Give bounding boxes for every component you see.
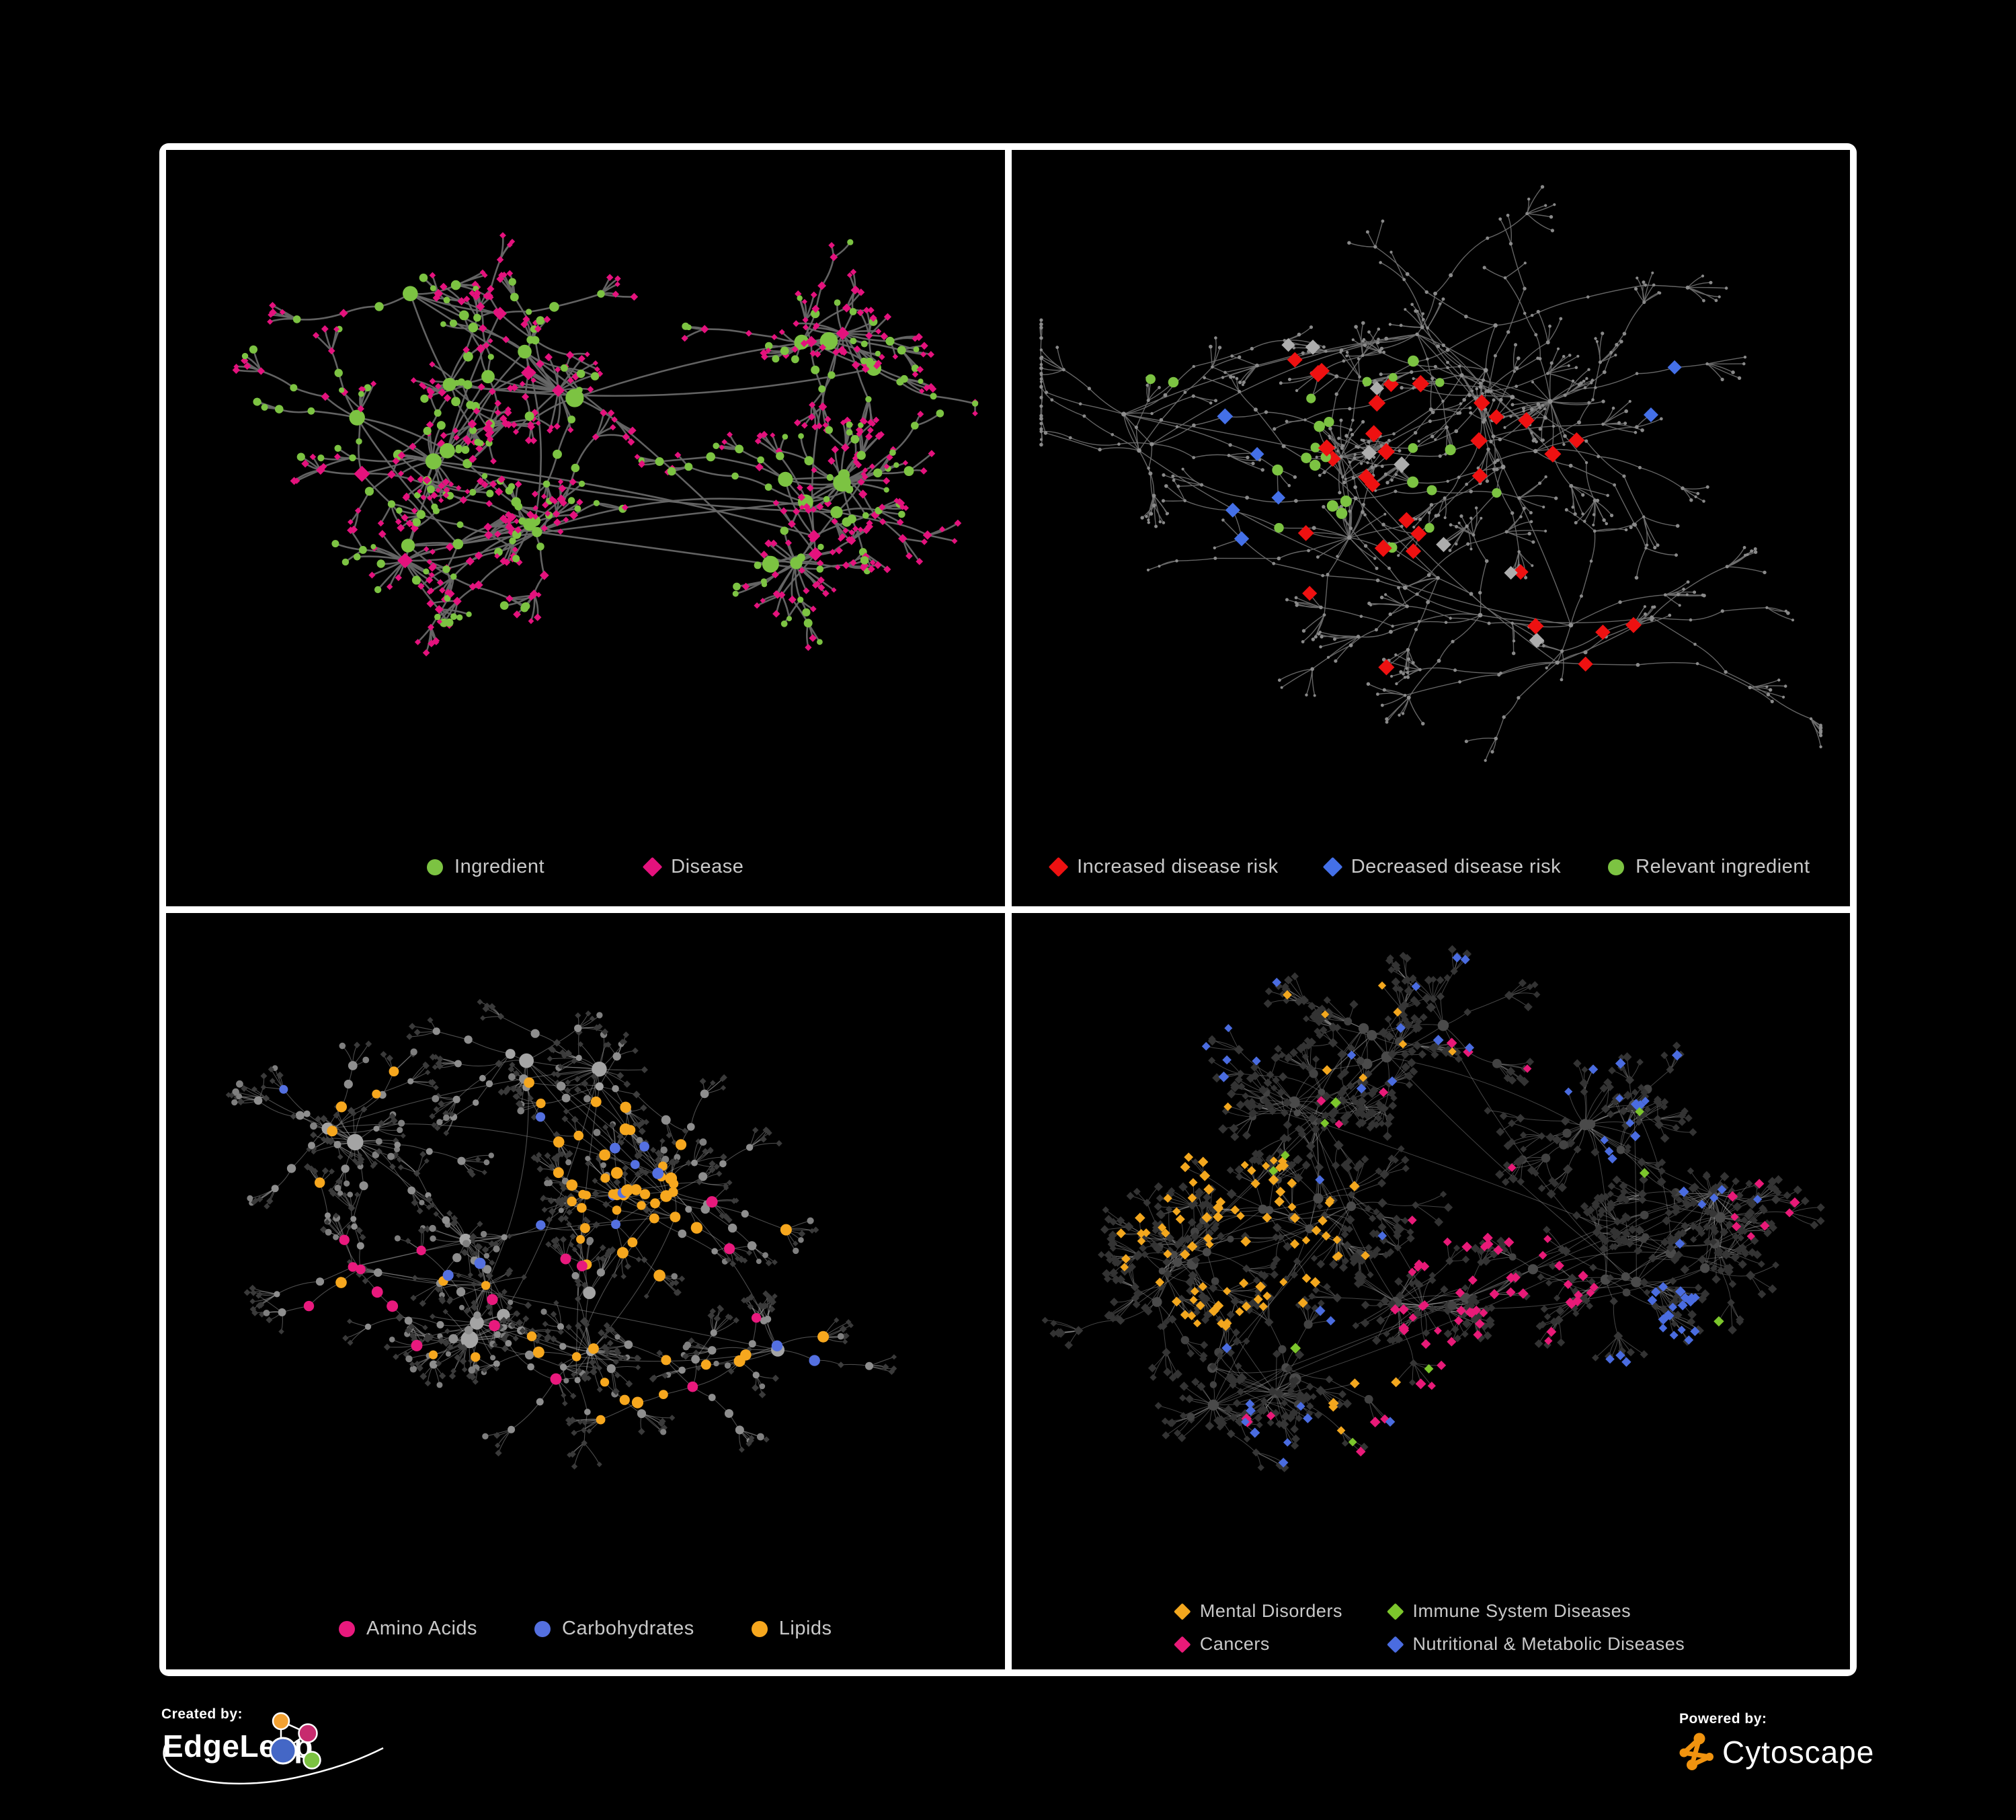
highlight-nodes-layer xyxy=(1145,338,1682,676)
legend-circle-icon xyxy=(751,1620,768,1637)
legend-label: Increased disease risk xyxy=(1077,856,1279,877)
edges-layer xyxy=(1044,949,1821,1468)
legend-item: Mental Disorders xyxy=(1174,1601,1342,1622)
legend-circle-icon xyxy=(1608,859,1625,875)
legend-label: Disease xyxy=(671,856,744,877)
nodes-layer xyxy=(1039,185,1822,762)
legend-label: Decreased disease risk xyxy=(1350,856,1562,877)
legend-label: Immune System Diseases xyxy=(1412,1601,1631,1621)
panel-legend: Increased disease risk Decreased disease … xyxy=(1012,856,1851,878)
cytoscape-wordmark: Cytoscape xyxy=(1722,1735,1875,1770)
nodes-layer xyxy=(232,232,979,657)
panel-legend: Ingredient Disease xyxy=(166,856,1005,878)
legend-diamond-icon xyxy=(1174,1636,1191,1653)
panel-legend: Amino Acids Carbohydrates Lipids xyxy=(166,1618,1005,1640)
legend-item: Lipids xyxy=(751,1618,832,1640)
edgeleap-credit: Created by: EdgeLeap xyxy=(161,1706,444,1814)
legend-circle-icon xyxy=(534,1620,551,1637)
legend-item: Carbohydrates xyxy=(534,1618,694,1640)
legend-diamond-icon xyxy=(1387,1603,1404,1620)
legend-label: Cancers xyxy=(1199,1634,1270,1654)
cytoscape-credit: Powered by: Cytoscape xyxy=(1679,1711,1962,1805)
edges-layer xyxy=(235,234,976,654)
panel-ingredient-disease: Ingredient Disease xyxy=(166,150,1005,906)
network-graph xyxy=(1041,945,1825,1472)
legend-label: Nutritional & Metabolic Diseases xyxy=(1412,1634,1685,1654)
legend-label: Lipids xyxy=(778,1618,832,1639)
legend-label: Carbohydrates xyxy=(562,1618,694,1639)
highlight-nodes-layer xyxy=(279,1066,830,1425)
edgeleap-logo-icon xyxy=(163,1712,384,1785)
panel-disease-risk: Increased disease risk Decreased disease … xyxy=(1011,150,1851,906)
legend-circle-icon xyxy=(338,1620,355,1637)
legend-diamond-icon xyxy=(1048,857,1069,877)
legend-item: Nutritional & Metabolic Diseases xyxy=(1387,1634,1685,1655)
cytoscape-logo-icon xyxy=(1679,1733,1713,1770)
nodes-layer xyxy=(1041,945,1825,1472)
legend-label: Ingredient xyxy=(454,856,545,877)
edges-layer xyxy=(1039,186,1821,761)
legend-item: Relevant ingredient xyxy=(1608,856,1810,878)
legend-diamond-icon xyxy=(1174,1603,1191,1620)
panel-legend: Mental Disorders Immune System Diseases Ca… xyxy=(1012,1601,1851,1655)
highlight-nodes-layer xyxy=(1115,953,1800,1468)
legend-label: Mental Disorders xyxy=(1199,1601,1342,1621)
nodes-layer xyxy=(225,998,897,1470)
network-graph xyxy=(232,232,979,657)
legend-item: Cancers xyxy=(1174,1634,1342,1655)
legend-item: Decreased disease risk xyxy=(1322,856,1562,878)
legend-item: Increased disease risk xyxy=(1048,856,1279,878)
panels-frame: Ingredient Disease Increased disease risk… xyxy=(159,143,1857,1676)
legend-circle-icon xyxy=(427,859,444,875)
legend-item: Immune System Diseases xyxy=(1387,1601,1685,1622)
created-by-label: Created by: xyxy=(161,1706,243,1722)
network-graph xyxy=(225,998,897,1470)
panel-nutrient-classes: Amino Acids Carbohydrates Lipids xyxy=(166,913,1005,1669)
legend-label: Amino Acids xyxy=(366,1618,478,1639)
legend-item: Ingredient xyxy=(427,856,545,878)
powered-by-label: Powered by: xyxy=(1679,1711,1767,1727)
network-graph xyxy=(1039,185,1822,762)
legend-item: Amino Acids xyxy=(338,1618,478,1640)
legend-diamond-icon xyxy=(1322,857,1343,877)
panel-disease-classes: Mental Disorders Immune System Diseases Ca… xyxy=(1011,913,1851,1669)
legend-label: Relevant ingredient xyxy=(1636,856,1810,877)
legend-item: Disease xyxy=(642,856,744,878)
legend-diamond-icon xyxy=(1387,1636,1404,1653)
legend-diamond-icon xyxy=(642,857,663,877)
